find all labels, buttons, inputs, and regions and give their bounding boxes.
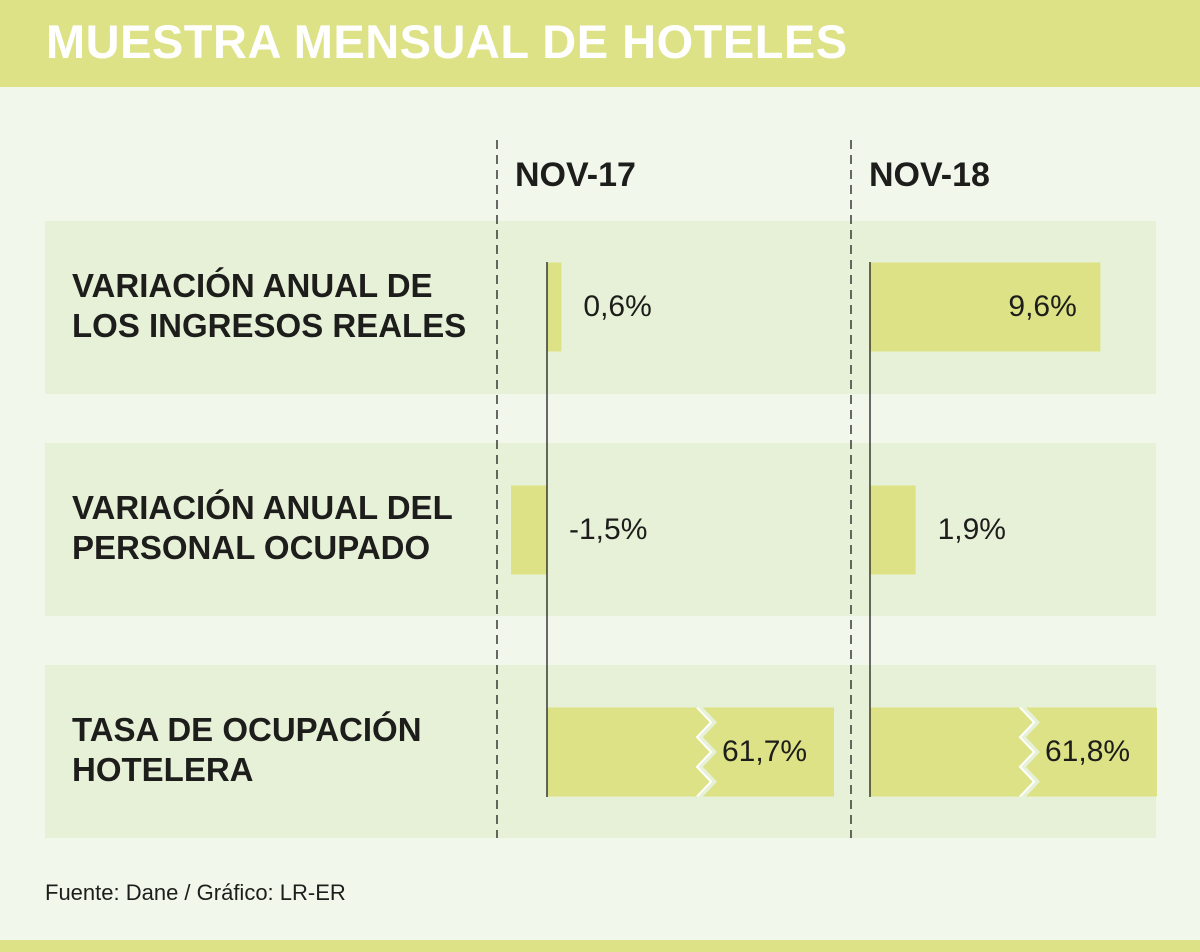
data-label: 1,9% <box>937 513 1006 546</box>
row-label-personal: VARIACIÓN ANUAL DEL PERSONAL OCUPADO <box>72 488 453 568</box>
bar <box>870 485 916 575</box>
row-label-line: LOS INGRESOS REALES <box>72 307 467 344</box>
data-label: 61,8% <box>1045 735 1131 768</box>
axis-break-line <box>1018 706 1036 798</box>
row-band-personal <box>45 443 1156 616</box>
row-label-line: VARIACIÓN ANUAL DE <box>72 267 433 304</box>
row-label-line: VARIACIÓN ANUAL DEL <box>72 489 453 526</box>
axis-break-mark <box>1020 707 1040 797</box>
axis-break-mark <box>697 707 717 797</box>
footer-bar <box>0 940 1200 952</box>
bar <box>511 485 547 575</box>
source-note: Fuente: Dane / Gráfico: LR-ER <box>45 880 346 905</box>
row-label-line: TASA DE OCUPACIÓN <box>72 711 422 748</box>
row-label-line: PERSONAL OCUPADO <box>72 529 431 566</box>
column-header-nov18: NOV-18 <box>869 156 990 194</box>
data-label: 0,6% <box>583 290 652 323</box>
bar <box>870 262 1101 352</box>
column-header-nov17: NOV-17 <box>515 156 636 194</box>
chart-title: MUESTRA MENSUAL DE HOTELES <box>46 15 848 68</box>
data-label: -1,5% <box>569 513 648 546</box>
title-bar: MUESTRA MENSUAL DE HOTELES <box>0 0 1200 87</box>
data-label: 61,7% <box>722 735 808 768</box>
row-label-line: HOTELERA <box>72 751 254 788</box>
bar <box>547 262 562 352</box>
axis-break-line <box>695 706 713 798</box>
data-label: 9,6% <box>1008 290 1077 323</box>
bar <box>547 707 834 797</box>
row-label-ocupacion: TASA DE OCUPACIÓN HOTELERA <box>72 710 422 790</box>
row-label-ingresos: VARIACIÓN ANUAL DE LOS INGRESOS REALES <box>72 266 466 346</box>
bar <box>870 707 1157 797</box>
